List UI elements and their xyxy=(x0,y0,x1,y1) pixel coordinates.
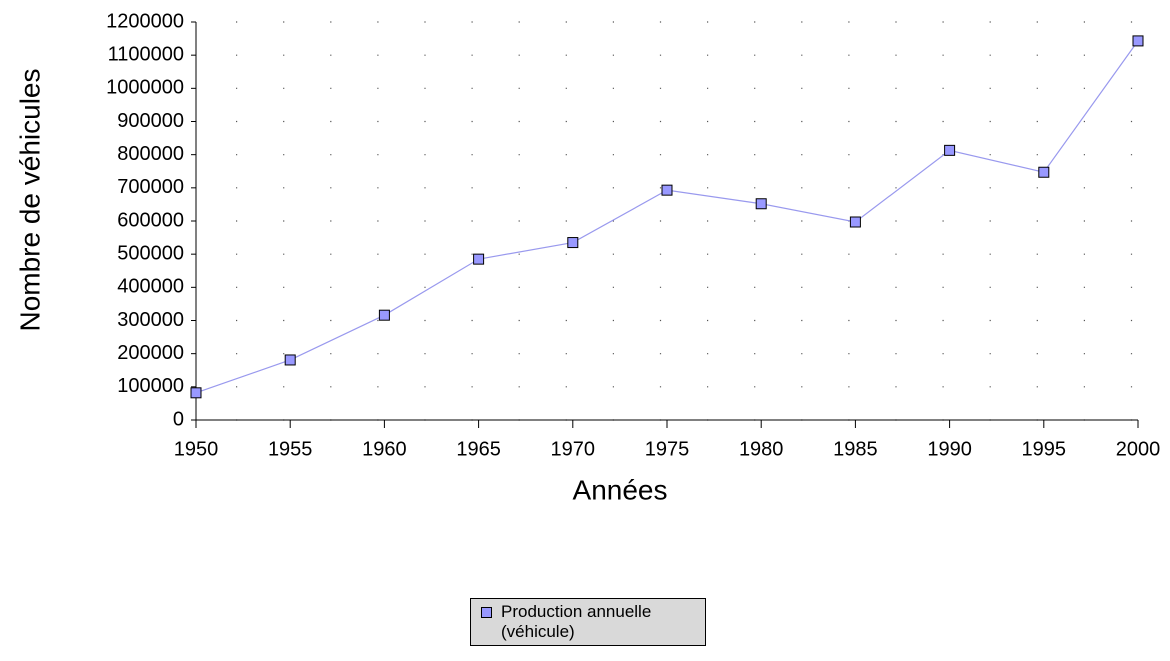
point xyxy=(944,144,956,156)
y-tick-label: 1000000 xyxy=(106,77,184,99)
y-axis-label: Nombre de véhicules xyxy=(14,68,45,331)
legend-label: Production annuelle (véhicule) xyxy=(501,602,652,641)
point xyxy=(849,216,861,228)
y-tick-label: 800000 xyxy=(117,143,184,165)
point xyxy=(378,309,390,321)
y-tick-label: 500000 xyxy=(117,242,184,264)
point xyxy=(567,237,579,249)
y-tick-label: 0 xyxy=(173,408,184,430)
x-tick-label: 1995 xyxy=(1022,438,1067,460)
x-tick-label: 1950 xyxy=(174,438,219,460)
x-tick-label: 1990 xyxy=(927,438,972,460)
point xyxy=(1132,35,1144,47)
point xyxy=(755,198,767,210)
legend-swatch xyxy=(481,607,492,618)
y-tick-label: 700000 xyxy=(117,176,184,198)
legend: Production annuelle (véhicule) xyxy=(470,598,706,646)
y-tick-label: 200000 xyxy=(117,342,184,364)
x-tick-label: 1970 xyxy=(551,438,596,460)
x-tick-label: 1985 xyxy=(833,438,878,460)
x-tick-label: 1965 xyxy=(456,438,501,460)
y-tick-label: 300000 xyxy=(117,309,184,331)
x-tick-label: 1960 xyxy=(362,438,407,460)
x-axis-label: Années xyxy=(573,474,668,505)
y-tick-label: 900000 xyxy=(117,110,184,132)
point xyxy=(190,387,202,399)
point xyxy=(1038,166,1050,178)
x-tick-label: 1955 xyxy=(268,438,313,460)
y-tick-label: 1200000 xyxy=(106,10,184,32)
point xyxy=(661,184,673,196)
x-tick-label: 2000 xyxy=(1116,438,1161,460)
y-tick-label: 600000 xyxy=(117,209,184,231)
x-tick-label: 1975 xyxy=(645,438,690,460)
y-tick-label: 1100000 xyxy=(108,43,184,65)
y-tick-label: 400000 xyxy=(117,276,184,298)
series-line xyxy=(195,40,1139,394)
x-tick-label: 1980 xyxy=(739,438,784,460)
point xyxy=(473,253,485,265)
y-tick-label: 100000 xyxy=(117,375,184,397)
point xyxy=(284,354,296,366)
